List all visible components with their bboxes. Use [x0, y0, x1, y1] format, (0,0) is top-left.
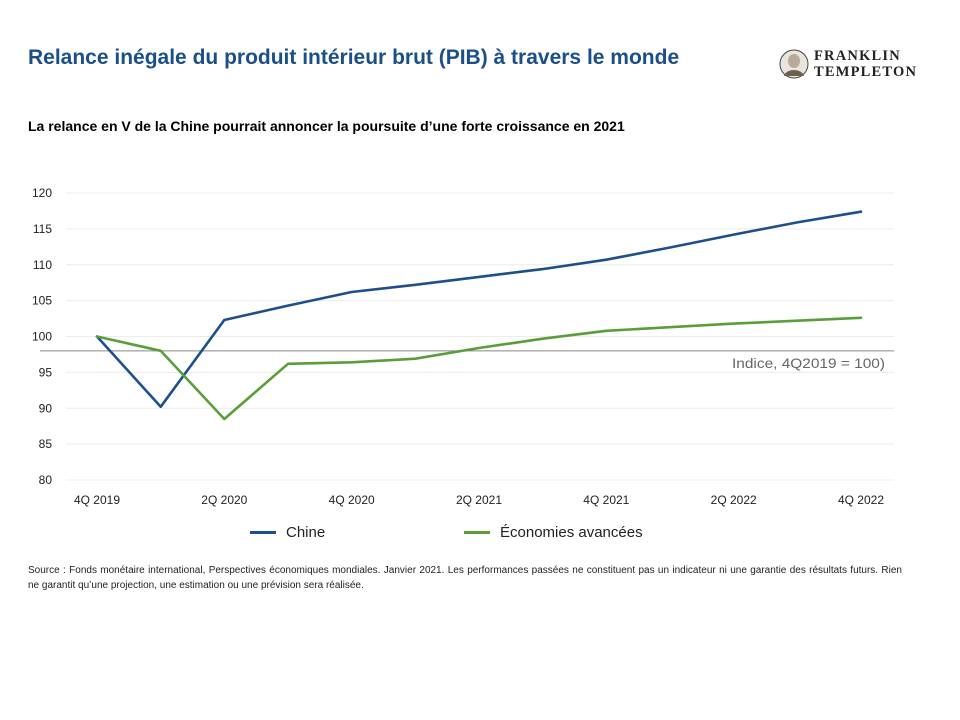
- reference-line-label: Indice, 4Q2019 = 100): [732, 355, 885, 371]
- legend-swatch-advanced: [464, 531, 490, 534]
- y-tick-label: 105: [32, 294, 52, 308]
- legend-label-china: Chine: [286, 524, 326, 541]
- x-tick-label: 4Q 2019: [74, 493, 120, 507]
- y-tick-label: 85: [39, 437, 53, 451]
- logo-line-2: TEMPLETON: [814, 64, 918, 80]
- x-tick-label: 4Q 2020: [329, 493, 375, 507]
- y-tick-label: 95: [39, 365, 53, 379]
- x-tick-label: 4Q 2022: [838, 493, 884, 507]
- chart-subtitle: La relance en V de la Chine pourrait ann…: [28, 118, 625, 134]
- logo-line-1: FRANKLIN: [814, 48, 901, 64]
- y-tick-label: 110: [33, 258, 52, 272]
- series-line-advanced: [95, 316, 863, 421]
- x-tick-label: 2Q 2020: [201, 493, 247, 507]
- legend-swatch-china: [250, 531, 276, 534]
- legend-item-advanced: Économies avancées: [464, 524, 643, 541]
- y-tick-label: 100: [32, 330, 52, 344]
- y-tick-label: 115: [33, 222, 52, 236]
- franklin-portrait-icon: [779, 49, 809, 79]
- x-tick-label: 2Q 2021: [456, 493, 502, 507]
- gdp-line-chart: 80 85 90 95 100 105 110 115 120 4Q 2019 2Q 2020 4Q …: [32, 186, 894, 507]
- legend-label-advanced: Économies avancées: [500, 524, 643, 541]
- legend-item-china: Chine: [250, 524, 325, 541]
- y-tick-label: 120: [32, 186, 52, 200]
- series-line-china: [95, 210, 863, 409]
- x-tick-label: 2Q 2022: [711, 493, 757, 507]
- chart-title: Relance inégale du produit intérieur bru…: [28, 46, 680, 69]
- franklin-templeton-logo: FRANKLIN TEMPLETON: [778, 48, 928, 82]
- y-tick-label: 90: [39, 401, 53, 415]
- source-note: Source : Fonds monétaire international, …: [28, 565, 902, 591]
- y-tick-label: 80: [39, 473, 53, 487]
- x-tick-label: 4Q 2021: [583, 493, 629, 507]
